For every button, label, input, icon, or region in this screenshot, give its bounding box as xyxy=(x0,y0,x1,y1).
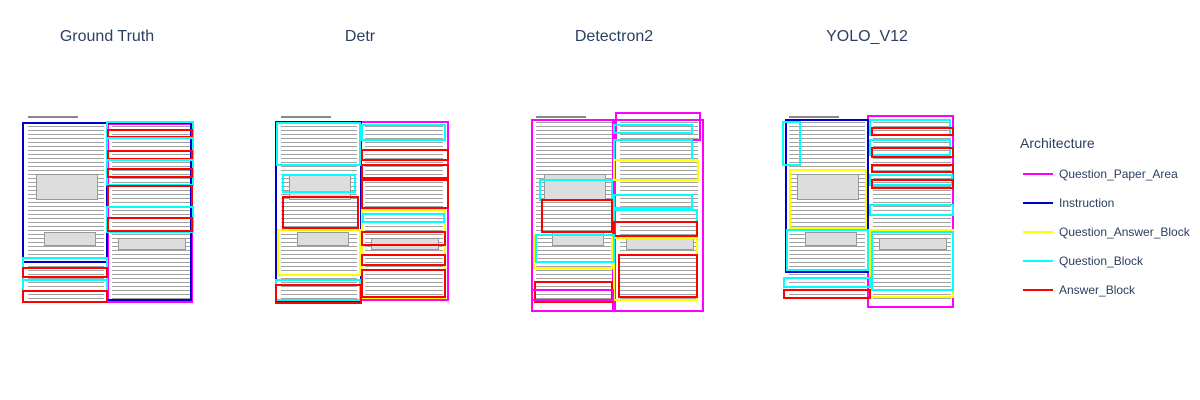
answer-block-box xyxy=(22,267,108,278)
answer-block-box xyxy=(871,179,954,189)
answer-block-box xyxy=(282,196,359,229)
legend-swatch xyxy=(1023,201,1053,204)
answer-block-box xyxy=(871,147,954,158)
question-answer-block-box xyxy=(789,169,867,229)
answer-block-box xyxy=(361,164,449,179)
question-block-box xyxy=(276,122,361,166)
instruction-box xyxy=(785,119,869,273)
answer-block-box xyxy=(361,254,446,266)
answer-block-box xyxy=(871,127,954,136)
question-block-box xyxy=(106,159,194,186)
legend-item-answer-block[interactable]: Answer_Block xyxy=(1020,275,1190,304)
question-block-box xyxy=(361,124,446,141)
answer-block-box xyxy=(871,164,954,173)
question-paper-area-box xyxy=(614,119,704,312)
panel-title-ground-truth: Ground Truth xyxy=(59,28,155,45)
question-paper-area-box xyxy=(531,289,614,301)
panel-title-detectron2: Detectron2 xyxy=(574,28,654,45)
answer-block-box xyxy=(107,150,193,160)
answer-block-box xyxy=(613,221,698,237)
panel-title-yolo: YOLO_V12 xyxy=(826,28,908,45)
question-block-box xyxy=(871,231,954,291)
answer-block-box xyxy=(361,269,446,298)
legend-swatch xyxy=(1023,259,1053,262)
answer-block-box xyxy=(275,284,362,304)
question-block-box xyxy=(106,137,194,161)
legend-title: Architecture xyxy=(1020,135,1095,151)
answer-block-box xyxy=(618,254,698,298)
answer-block-box xyxy=(361,179,449,209)
legend: Architecture Question_Paper_Area Instruc… xyxy=(1020,135,1190,304)
question-paper-area-box xyxy=(867,115,954,308)
answer-block-box xyxy=(107,217,193,232)
question-paper-area-box xyxy=(615,112,701,141)
legend-item-question-block[interactable]: Question_Block xyxy=(1020,246,1190,275)
question-answer-block-box xyxy=(277,229,361,276)
answer-block-box xyxy=(783,289,871,299)
answer-block-box xyxy=(361,231,446,246)
question-block-box xyxy=(613,194,693,209)
question-block-box xyxy=(535,234,615,263)
legend-swatch xyxy=(1023,172,1053,175)
legend-item-question-paper-area[interactable]: Question_Paper_Area xyxy=(1020,159,1190,188)
question-answer-block-box xyxy=(613,237,698,301)
question-block-box xyxy=(783,277,871,288)
question-block-box xyxy=(282,174,356,193)
answer-block-box xyxy=(107,129,193,138)
legend-item-instruction[interactable]: Instruction xyxy=(1020,188,1190,217)
legend-swatch xyxy=(1023,230,1053,233)
question-block-box xyxy=(613,209,698,223)
question-block-box xyxy=(613,124,693,134)
question-block-box xyxy=(782,121,801,166)
question-block-box xyxy=(106,206,194,233)
legend-item-question-answer-block[interactable]: Question_Answer_Block xyxy=(1020,217,1190,246)
document-page-image xyxy=(530,116,702,304)
instruction-box xyxy=(22,122,108,263)
question-block-box xyxy=(362,213,445,223)
question-block-box xyxy=(869,204,954,216)
legend-swatch xyxy=(1023,288,1053,291)
question-answer-block-box xyxy=(613,159,699,181)
instruction-box xyxy=(106,122,192,301)
panel-title-detr: Detr xyxy=(344,28,376,45)
question-block-box xyxy=(613,139,693,161)
question-answer-block-box xyxy=(869,229,954,298)
answer-block-box xyxy=(22,290,108,303)
document-page-image xyxy=(275,116,447,304)
question-block-box xyxy=(786,229,869,271)
question-block-box xyxy=(539,179,613,201)
answer-block-box xyxy=(107,185,193,208)
question-answer-block-box xyxy=(533,234,613,269)
answer-block-box xyxy=(541,199,613,233)
answer-block-box xyxy=(361,149,449,161)
question-block-box xyxy=(275,279,361,301)
answer-block-box xyxy=(107,168,193,178)
